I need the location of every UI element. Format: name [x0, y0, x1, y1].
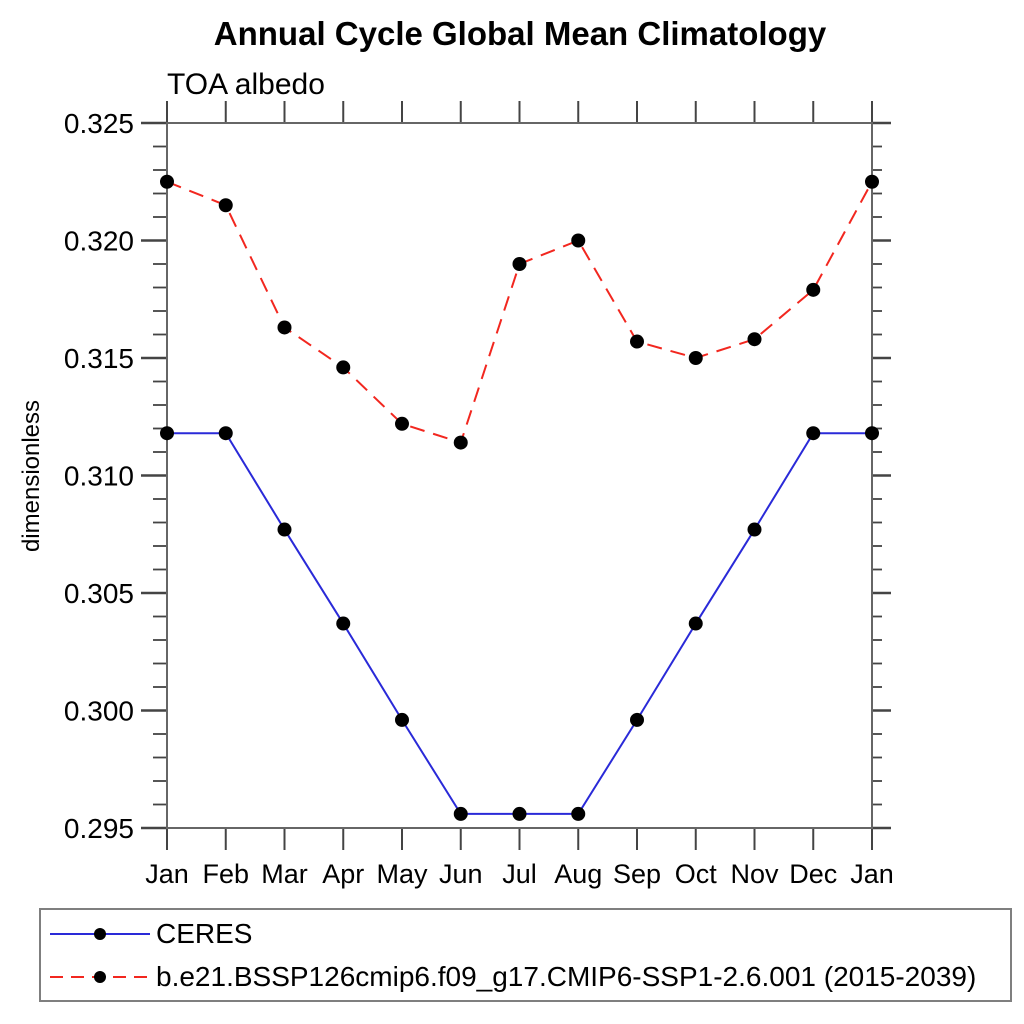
model-line: [166, 180, 873, 444]
model-data-point: [688, 351, 703, 365]
ceres-data-point: [277, 522, 292, 537]
ceres-data-point: [806, 426, 821, 441]
x-tick-label: Feb: [202, 859, 249, 889]
ceres-legend-swatch: [50, 927, 150, 940]
ceres-data-point: [688, 616, 703, 631]
plot-frame: [166, 122, 873, 829]
y-tick-label: 0.315: [64, 343, 134, 374]
legend-item-model: b.e21.BSSP126cmip6.f09_g17.CMIP6-SSP1-2.…: [46, 959, 1010, 995]
chart-title: Annual Cycle Global Mean Climatology: [213, 15, 827, 52]
ceres-data-point: [218, 426, 233, 441]
x-tick-label: Jul: [502, 859, 537, 889]
x-tick-label: Jun: [439, 859, 483, 889]
model-data-point: [630, 334, 644, 349]
ceres-data-point: [336, 616, 351, 631]
model-data-point: [865, 174, 879, 189]
x-tick-label: May: [376, 859, 428, 889]
y-tick-label: 0.300: [64, 696, 134, 727]
ceres-data-point: [865, 426, 879, 441]
ceres-line: [167, 432, 872, 815]
x-tick-label: Jan: [850, 859, 894, 889]
x-tick-label: Mar: [261, 859, 308, 889]
x-tick-label: Nov: [730, 859, 779, 889]
model-data-point: [277, 320, 292, 335]
y-tick-label: 0.320: [64, 226, 134, 257]
model-data-point: [395, 416, 409, 431]
model-data-point: [218, 198, 233, 213]
ceres-data-point: [453, 806, 468, 821]
ceres-data-point: [747, 522, 762, 537]
legend-label-ceres: CERES: [156, 917, 253, 949]
y-tick-label: 0.295: [64, 813, 134, 844]
y-tick-label: 0.325: [64, 108, 134, 139]
model-data-point: [571, 233, 586, 248]
model-data-point: [453, 435, 468, 450]
model-data-point: [806, 282, 821, 297]
x-tick-label: Apr: [322, 859, 364, 889]
x-tick-label: Aug: [554, 859, 602, 889]
legend-marker-sample: [94, 927, 106, 940]
model-data-point: [160, 174, 174, 189]
y-tick-label: 0.305: [64, 578, 134, 609]
model-data-point: [512, 257, 527, 271]
ceres-data-point: [395, 712, 409, 727]
legend-label-model: b.e21.BSSP126cmip6.f09_g17.CMIP6-SSP1-2.…: [156, 960, 977, 992]
legend-marker-sample: [94, 970, 106, 983]
model-data-point: [747, 332, 762, 347]
ceres-data-point: [160, 426, 174, 441]
ceres-data-point: [512, 806, 527, 821]
x-tick-label: Sep: [613, 859, 661, 889]
chart-subtitle: TOA albedo: [167, 68, 325, 101]
x-tick-label: Oct: [675, 859, 718, 889]
x-tick-label: Dec: [789, 859, 837, 889]
legend-item-ceres: CERES: [46, 916, 1010, 952]
ceres-data-point: [571, 806, 586, 821]
model-legend-swatch: [50, 970, 150, 983]
y-tick-label: 0.310: [64, 461, 134, 492]
legend: CERES b.e21.BSSP126cmip6.f09_g17.CMIP6-S…: [39, 908, 1012, 1002]
ceres-data-point: [630, 712, 644, 727]
model-data-point: [336, 360, 351, 375]
x-tick-label: Jan: [145, 859, 189, 889]
